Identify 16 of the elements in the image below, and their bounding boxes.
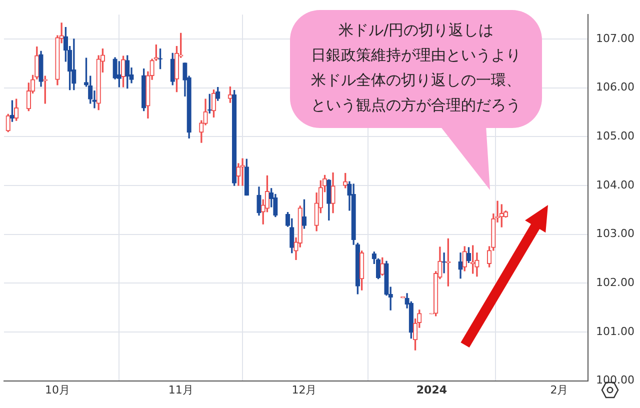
annotation: 日銀政策維持が理由というより — [310, 45, 522, 66]
y-tick-label: 103.00 — [596, 227, 634, 240]
annotation: という観点の方が合理的だろう — [310, 95, 522, 116]
x-tick-label: 12月 — [292, 383, 317, 396]
x-tick-label: 2024 — [416, 383, 448, 396]
y-tick-label: 106.00 — [596, 80, 634, 94]
x-tick-label: 11月 — [168, 383, 194, 396]
y-tick-label: 102.00 — [596, 276, 634, 290]
y-tick-label: 105.00 — [596, 130, 634, 143]
y-tick-label: 107.00 — [596, 32, 634, 45]
y-tick-label: 104.00 — [596, 178, 634, 192]
annotation: 米ドル全体の切り返しの一環、 — [310, 70, 522, 91]
x-tick-label: 10月 — [44, 383, 70, 396]
y-tick-label: 101.00 — [596, 324, 634, 338]
annotation: 米ドル/円の切り返しは — [337, 20, 495, 41]
x-tick-label: 2月 — [550, 383, 568, 396]
